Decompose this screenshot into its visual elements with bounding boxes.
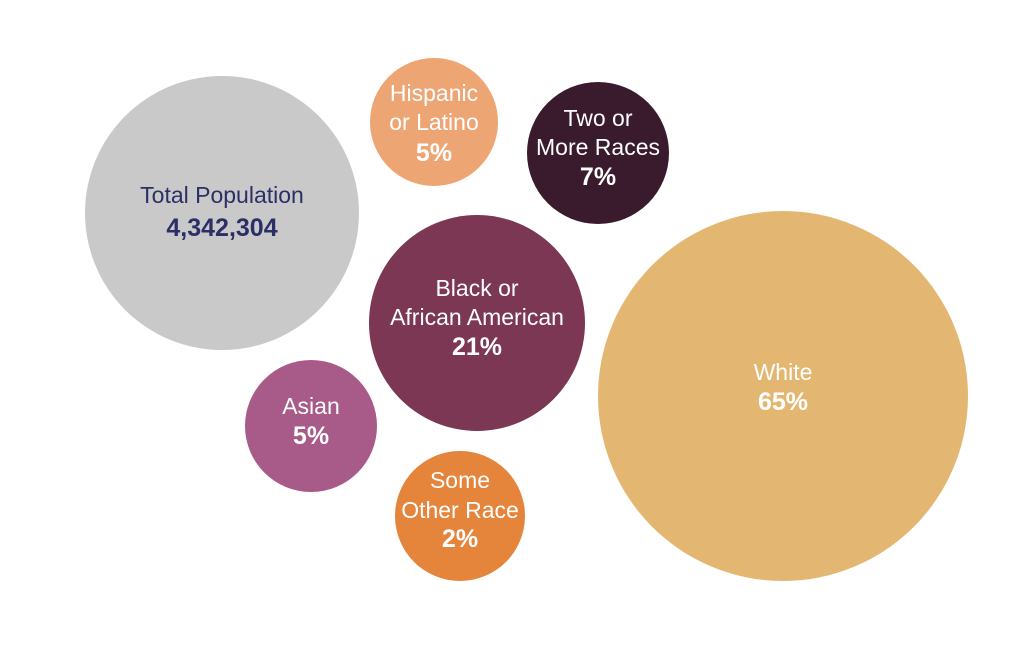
bubble-value-total: 4,342,304 bbox=[166, 214, 277, 242]
bubble-value-some-other: 2% bbox=[442, 525, 478, 553]
bubble-label-two-or-more: Two or bbox=[563, 105, 632, 131]
bubble-value-hispanic: 5% bbox=[416, 139, 452, 167]
bubble-circle-some-other bbox=[395, 451, 525, 581]
bubble-label-total: Total Population bbox=[140, 182, 304, 208]
bubble-value-two-or-more: 7% bbox=[580, 163, 616, 191]
bubble-value-black: 21% bbox=[452, 333, 502, 361]
bubble-circle-white bbox=[598, 211, 968, 581]
bubble-label-black: Black or bbox=[435, 275, 518, 301]
bubble-label-some-other: Other Race bbox=[401, 497, 519, 523]
bubble-value-asian: 5% bbox=[293, 422, 329, 450]
bubble-label-hispanic: or Latino bbox=[389, 109, 479, 135]
bubble-two-or-more: Two or More Races 7% bbox=[527, 82, 669, 224]
bubble-value-white: 65% bbox=[758, 388, 808, 416]
bubble-circle-asian bbox=[245, 360, 377, 492]
bubble-label-asian: Asian bbox=[282, 393, 340, 419]
bubble-circle-black bbox=[369, 215, 585, 431]
bubble-circle-total bbox=[85, 76, 359, 350]
bubble-black: Black or African American 21% bbox=[369, 215, 585, 431]
bubble-label-two-or-more: More Races bbox=[536, 134, 660, 160]
bubble-label-some-other: Some bbox=[430, 467, 490, 493]
bubble-hispanic: Hispanic or Latino 5% bbox=[370, 58, 498, 186]
bubble-circle-two-or-more bbox=[527, 82, 669, 224]
bubble-total: Total Population 4,342,304 bbox=[85, 76, 359, 350]
bubble-label-white: White bbox=[754, 359, 813, 385]
bubble-circle-hispanic bbox=[370, 58, 498, 186]
bubble-label-hispanic: Hispanic bbox=[390, 80, 478, 106]
bubble-asian: Asian 5% bbox=[245, 360, 377, 492]
bubble-label-black: African American bbox=[390, 304, 564, 330]
bubble-white: White 65% bbox=[598, 211, 968, 581]
